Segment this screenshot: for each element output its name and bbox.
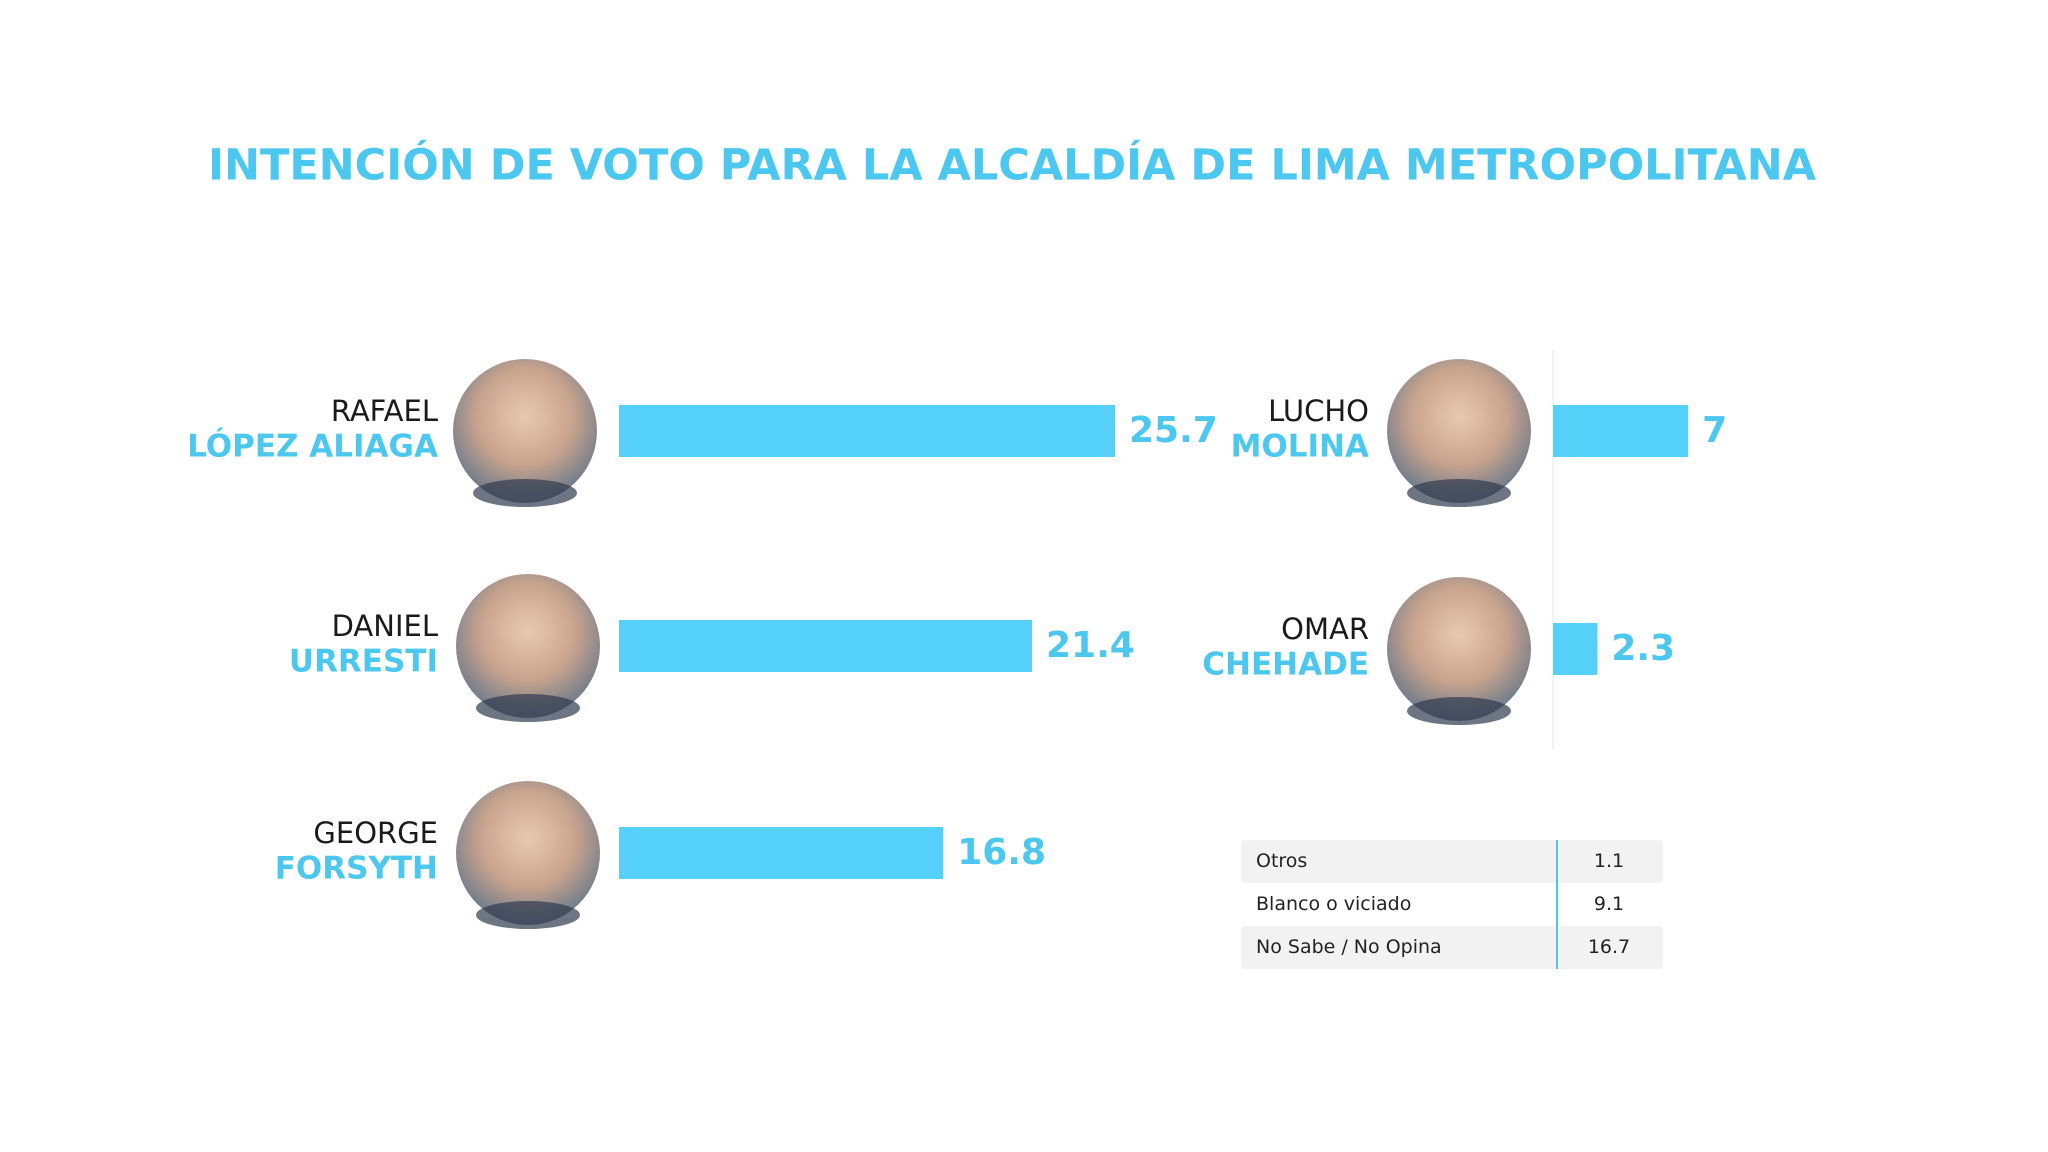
photo-suit: [476, 901, 580, 929]
candidate-photo: [456, 781, 600, 925]
table-value: 9.1: [1594, 893, 1624, 915]
first-name: GEORGE: [313, 816, 438, 850]
last-name: MOLINA: [1231, 429, 1369, 465]
table-value: 1.1: [1594, 850, 1624, 872]
table-value: 16.7: [1588, 936, 1630, 958]
first-name: LUCHO: [1268, 394, 1369, 428]
last-name: LÓPEZ ALIAGA: [187, 428, 438, 465]
value-label: 7: [1702, 410, 1727, 451]
table-label: Blanco o viciado: [1256, 893, 1411, 915]
table-label: Otros: [1256, 850, 1307, 872]
bar: [619, 827, 944, 879]
photo-suit: [1407, 697, 1511, 725]
last-name: FORSYTH: [275, 851, 438, 887]
bar: [1553, 405, 1689, 457]
table-label: No Sabe / No Opina: [1256, 936, 1442, 958]
last-name: URRESTI: [289, 644, 438, 680]
bar: [619, 620, 1033, 672]
value-label: 2.3: [1611, 628, 1675, 669]
photo-suit: [473, 479, 577, 507]
photo-suit: [1407, 479, 1511, 507]
value-label: 21.4: [1046, 625, 1135, 666]
bar: [1553, 623, 1598, 675]
chart-title: INTENCIÓN DE VOTO PARA LA ALCALDÍA DE LI…: [208, 140, 1817, 191]
first-name: RAFAEL: [331, 394, 438, 428]
candidate-photo: [1387, 359, 1531, 503]
candidate-photo: [456, 574, 600, 718]
last-name: CHEHADE: [1202, 647, 1369, 683]
first-name: OMAR: [1281, 612, 1369, 646]
bar: [619, 405, 1116, 457]
value-label: 16.8: [957, 832, 1046, 873]
candidate-photo: [453, 359, 597, 503]
value-label: 25.7: [1129, 410, 1218, 451]
candidate-photo: [1387, 577, 1531, 721]
photo-suit: [476, 694, 580, 722]
first-name: DANIEL: [332, 609, 438, 643]
